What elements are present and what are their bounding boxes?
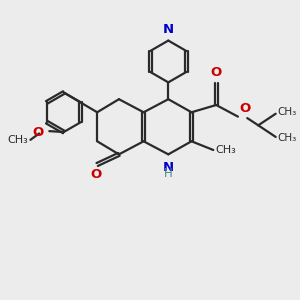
Text: O: O [33,126,44,139]
Text: CH₃: CH₃ [7,135,28,145]
Text: CH₃: CH₃ [277,134,296,143]
Text: O: O [211,67,222,80]
Text: N: N [163,161,174,174]
Text: O: O [90,168,101,181]
Text: O: O [239,102,251,115]
Text: CH₃: CH₃ [277,107,296,117]
Text: H: H [164,167,173,180]
Text: CH₃: CH₃ [216,145,236,155]
Text: N: N [163,23,174,36]
